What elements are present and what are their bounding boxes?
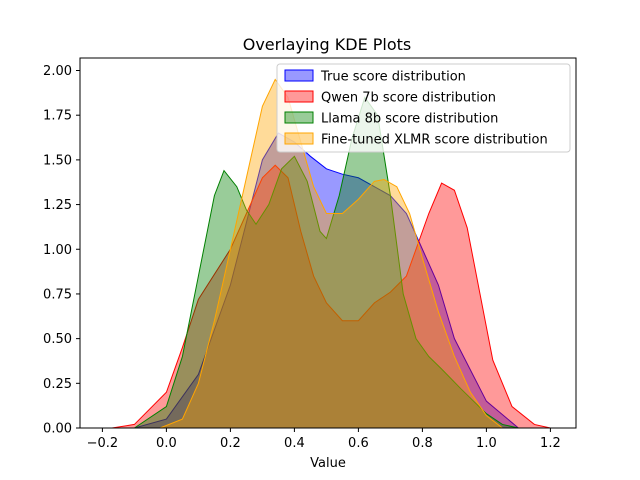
legend-swatch: [284, 69, 314, 82]
y-axis: 0.00 0.25 0.50 0.75 1.00 1.25 1.50 1.75 2.00: [43, 64, 80, 437]
x-tick-label: 0.6: [348, 436, 369, 451]
chart-title: Overlaying KDE Plots: [243, 35, 412, 54]
x-tick-label: 1.2: [540, 436, 561, 451]
legend-swatch: [284, 132, 314, 145]
y-tick-label: 1.75: [43, 109, 72, 124]
y-tick-label: 0.50: [43, 332, 72, 347]
x-axis: −0.2 0.0 0.2 0.4 0.6 0.8 1.0 1.2: [87, 428, 561, 451]
series-line-0: [134, 132, 519, 429]
series-area-3: [160, 79, 503, 428]
legend-swatch: [284, 90, 314, 103]
x-tick-label: 0.8: [412, 436, 433, 451]
series-line-2: [134, 96, 519, 429]
series-area-1: [112, 165, 551, 428]
x-tick-label: −0.2: [87, 436, 119, 451]
y-tick-label: 1.00: [43, 243, 72, 258]
y-tick-label: 0.25: [43, 377, 72, 392]
legend-label: Qwen 7b score distribution: [321, 91, 496, 106]
x-axis-label: Value: [310, 456, 346, 471]
y-tick-label: 1.25: [43, 198, 72, 213]
legend-label: True score distribution: [320, 70, 466, 85]
x-tick-label: 1.0: [476, 436, 497, 451]
plot-frame: [79, 57, 577, 429]
legend-label: Llama 8b score distribution: [321, 112, 498, 127]
y-tick-label: 2.00: [43, 64, 72, 79]
legend-box: [276, 63, 571, 153]
x-tick-label: 0.4: [284, 436, 305, 451]
series-area-0: [134, 133, 519, 428]
y-tick-label: 0.00: [43, 422, 72, 437]
series-line-3: [159, 78, 503, 429]
series-layer: [111, 78, 551, 429]
legend-swatch: [284, 111, 314, 124]
series-area-2: [134, 97, 519, 428]
x-tick-label: 0.2: [220, 436, 241, 451]
legend-label: Fine-tuned XLMR score distribution: [321, 133, 548, 148]
legend: True score distribution Qwen 7b score dis…: [276, 63, 571, 153]
y-tick-label: 1.50: [43, 153, 72, 168]
x-tick-label: 0.0: [156, 436, 177, 451]
y-tick-label: 0.75: [43, 287, 72, 302]
series-line-1: [111, 164, 551, 429]
